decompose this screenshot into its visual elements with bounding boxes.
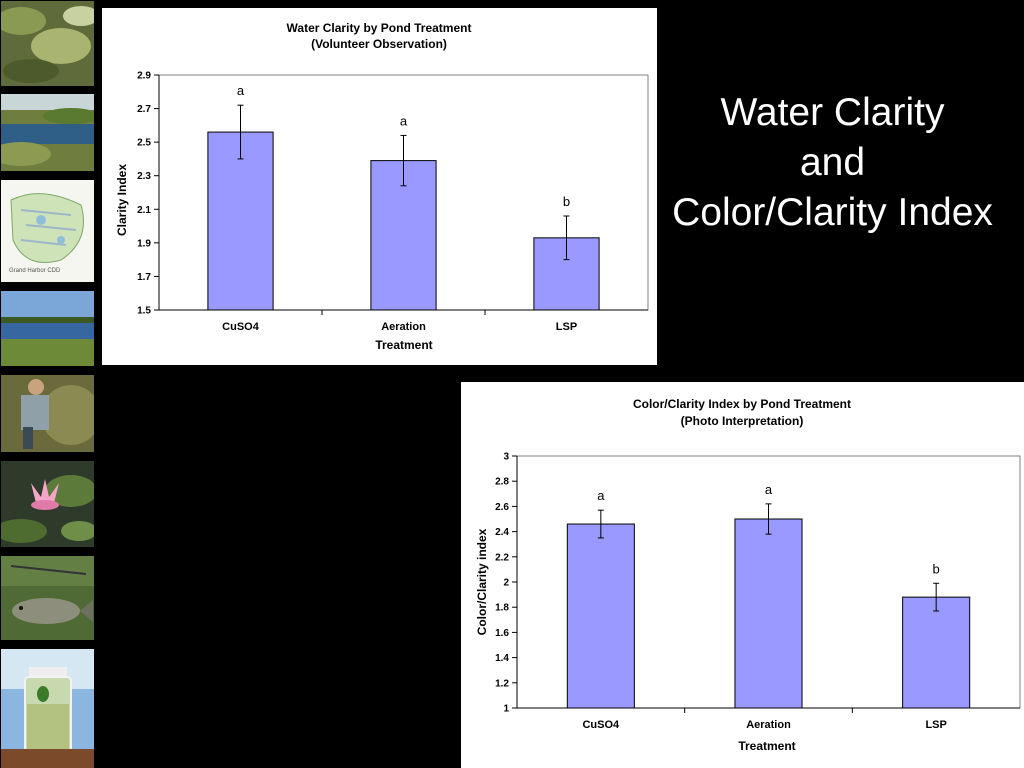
y-tick-label: 1.9 [137,238,151,249]
map-caption: Grand Harbor CDD [9,268,61,274]
category-label: LSP [556,321,577,333]
y-tick-label: 1.5 [137,306,151,317]
category-label: CuSO4 [222,321,260,333]
pond-shoreline-photo [1,94,94,171]
y-tick-label: 2.6 [495,502,509,513]
y-tick-label: 1 [503,704,509,715]
y-tick-label: 2.7 [137,104,151,115]
bass-fish-photo [1,556,94,640]
y-tick-label: 2.4 [495,527,509,538]
y-tick-label: 2.5 [137,138,151,149]
y-tick-label: 1.6 [495,628,509,639]
significance-label: b [563,194,570,209]
color-clarity-chart: Color/Clarity Index by Pond Treatment (P… [475,397,1021,753]
y-tick-label: 1.8 [495,603,509,614]
bar-cuso4 [566,523,635,709]
slide-title-line: Water Clarity [720,91,945,134]
chart-title: Water Clarity by Pond Treatment [287,21,472,35]
chart-subtitle: (Photo Interpretation) [681,414,804,428]
water-clarity-chart: Water Clarity by Pond Treatment (Volunte… [115,21,649,352]
chart-panel-1: Water Clarity by Pond Treatment (Volunte… [102,8,657,365]
chart-panel-2: Color/Clarity Index by Pond Treatment (P… [461,382,1024,768]
chart-subtitle: (Volunteer Observation) [311,37,447,51]
volunteer-sampling-photo [1,375,94,452]
y-tick-label: 1.7 [137,272,151,283]
slide-title: Water Clarity and Color/Clarity Index [660,88,1005,238]
x-axis-label: Treatment [375,338,432,352]
y-tick-label: 2.8 [495,477,509,488]
algae-pond-photo [1,1,94,86]
slide-title-line: and [799,141,866,184]
plot-area: 1 1.2 1.4 1.6 1.8 2 2.2 2.4 2.6 2.8 3 a CuSO4 a Aerati… [495,452,1021,731]
y-tick-label: 2 [503,578,509,589]
bar-cuso4 [207,131,274,311]
water-lily-photo [1,461,94,547]
y-tick-label: 1.2 [495,678,509,689]
category-label: CuSO4 [582,719,620,731]
significance-label: b [933,561,940,576]
bar-lsp [902,596,971,709]
water-sample-jar-photo [1,649,94,768]
significance-label: a [597,488,605,503]
y-tick-label: 2.2 [495,552,509,563]
y-tick-label: 2.9 [137,71,151,82]
bar-aeration [734,518,803,709]
y-tick-label: 1.4 [495,653,509,664]
significance-label: a [400,113,408,128]
y-axis-label: Clarity Index [115,164,129,236]
category-label: LSP [925,719,946,731]
y-tick-label: 2.3 [137,171,151,182]
y-tick-label: 2.1 [137,205,151,216]
plot-area: 1.5 1.7 1.9 2.1 2.3 2.5 2.7 2.9 a CuSO4 a Aeration b… [137,71,649,333]
lake-reeds-photo [1,291,94,366]
chart-title: Color/Clarity Index by Pond Treatment [633,397,851,411]
significance-label: a [765,482,773,497]
y-axis-label: Color/Clarity index [475,528,489,635]
category-label: Aeration [381,321,426,333]
category-label: Aeration [746,719,791,731]
y-tick-label: 3 [503,452,509,463]
significance-label: a [237,83,245,98]
community-site-map: Grand Harbor CDD [1,180,94,282]
slide-title-line: Color/Clarity Index [672,191,993,234]
x-axis-label: Treatment [738,739,795,753]
